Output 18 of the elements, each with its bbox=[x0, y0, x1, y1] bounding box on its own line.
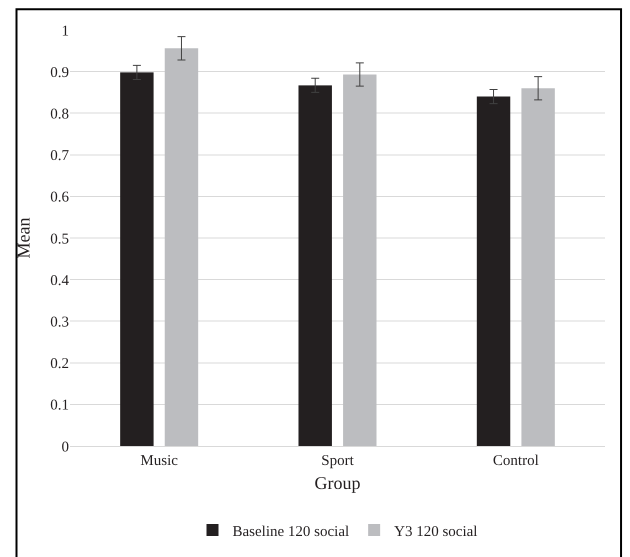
x-tick-label: Control bbox=[492, 453, 539, 469]
x-axis-title: Group bbox=[314, 473, 360, 494]
y-tick-label: 0.7 bbox=[50, 148, 70, 164]
x-tick-label: Music bbox=[140, 453, 178, 469]
y-tick-label: 0.9 bbox=[50, 64, 69, 81]
y-tick-label: 0.3 bbox=[50, 314, 69, 330]
y-tick-label: 0.2 bbox=[50, 356, 69, 372]
y-tick-label: 0 bbox=[62, 439, 69, 456]
legend-label: Y3 120 social bbox=[394, 524, 478, 540]
y-tick-label: 0.8 bbox=[50, 106, 69, 122]
y-tick-label: 0.6 bbox=[50, 190, 70, 206]
legend-label: Baseline 120 social bbox=[232, 524, 350, 540]
y-tick-label: 0.1 bbox=[50, 398, 69, 414]
y-tick-label: 1 bbox=[62, 23, 69, 40]
y-axis-title: Mean bbox=[13, 218, 34, 258]
y-tick-label: 0.4 bbox=[50, 272, 70, 289]
y-tick-label: 0.5 bbox=[50, 231, 69, 248]
x-tick-label: Sport bbox=[321, 453, 355, 469]
